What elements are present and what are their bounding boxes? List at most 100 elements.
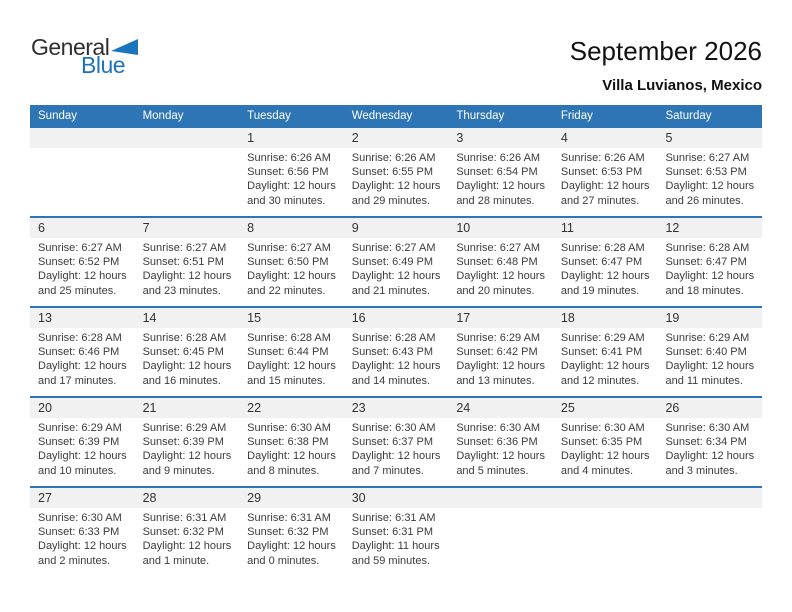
day-info-line: Daylight: 12 hours bbox=[142, 360, 232, 373]
day-number bbox=[657, 488, 763, 508]
location-subtitle: Villa Luvianos, Mexico bbox=[602, 77, 762, 94]
day-number: 6 bbox=[30, 218, 135, 238]
day-info: Sunrise: 6:28 AM Sunset: 6:47 PM Daylight:… bbox=[657, 238, 762, 298]
day-info-line: and 23 minutes. bbox=[142, 284, 221, 297]
day-info-line: Sunrise: 6:29 AM bbox=[142, 422, 227, 434]
day-info-line: Sunrise: 6:28 AM bbox=[560, 242, 645, 254]
day-info-line: and 20 minutes. bbox=[456, 284, 535, 297]
empty-day-cell bbox=[657, 488, 763, 576]
weekday-wednesday: Wednesday bbox=[351, 109, 413, 122]
day-info-line: Daylight: 12 hours bbox=[665, 180, 755, 193]
day-cell: 25 Sunrise: 6:30 AM Sunset: 6:35 PM Dayligh… bbox=[552, 398, 658, 486]
day-number: 7 bbox=[134, 218, 240, 238]
day-number: 30 bbox=[343, 488, 449, 508]
day-number: 10 bbox=[448, 218, 553, 238]
day-info-line: and 25 minutes. bbox=[38, 284, 117, 297]
day-info-line: Daylight: 12 hours bbox=[38, 540, 127, 553]
day-info-line: and 59 minutes. bbox=[351, 554, 431, 567]
day-info-line: Sunset: 6:40 PM bbox=[665, 346, 747, 359]
day-info-line: Sunset: 6:53 PM bbox=[665, 166, 747, 179]
day-info-line: Sunrise: 6:28 AM bbox=[142, 332, 227, 344]
day-number: 12 bbox=[657, 218, 763, 238]
day-cell: 1 Sunrise: 6:26 AM Sunset: 6:56 PM Daylight… bbox=[239, 128, 344, 216]
day-info-line: and 21 minutes. bbox=[351, 284, 431, 297]
day-info: Sunrise: 6:30 AM Sunset: 6:37 PM Daylight:… bbox=[344, 418, 449, 478]
day-info-line: and 22 minutes. bbox=[247, 284, 326, 297]
day-number: 22 bbox=[239, 398, 344, 418]
day-info: Sunrise: 6:30 AM Sunset: 6:33 PM Daylight:… bbox=[30, 508, 135, 568]
day-info-line: Sunrise: 6:27 AM bbox=[142, 242, 227, 254]
day-info-line: Sunrise: 6:30 AM bbox=[247, 422, 331, 434]
day-info-line: Sunrise: 6:27 AM bbox=[38, 242, 122, 254]
day-info: Sunrise: 6:30 AM Sunset: 6:38 PM Daylight:… bbox=[239, 418, 344, 478]
week-row: 1 Sunrise: 6:26 AM Sunset: 6:56 PM Daylight… bbox=[30, 126, 763, 216]
day-number: 21 bbox=[134, 398, 240, 418]
day-info-line: Sunset: 6:54 PM bbox=[456, 166, 538, 179]
day-info-line: Sunrise: 6:26 AM bbox=[351, 152, 436, 164]
day-cell: 23 Sunrise: 6:30 AM Sunset: 6:37 PM Dayligh… bbox=[343, 398, 449, 486]
day-info-line: Daylight: 12 hours bbox=[351, 270, 441, 283]
day-info-line: Sunset: 6:50 PM bbox=[247, 256, 329, 269]
day-info-line: and 3 minutes. bbox=[665, 464, 738, 477]
day-info-line: Daylight: 12 hours bbox=[142, 450, 232, 463]
day-info-line: Sunrise: 6:26 AM bbox=[247, 152, 331, 164]
calendar-table: Sunday Monday Tuesday Wednesday Thursday… bbox=[30, 105, 763, 576]
day-info-line: Sunrise: 6:28 AM bbox=[351, 332, 436, 344]
day-info: Sunrise: 6:27 AM Sunset: 6:51 PM Daylight:… bbox=[135, 238, 240, 298]
day-number: 2 bbox=[343, 128, 449, 148]
day-cell: 26 Sunrise: 6:30 AM Sunset: 6:34 PM Dayligh… bbox=[657, 398, 763, 486]
day-number: 4 bbox=[552, 128, 658, 148]
day-info-line: and 16 minutes. bbox=[142, 374, 221, 387]
day-number: 9 bbox=[343, 218, 449, 238]
day-number: 29 bbox=[239, 488, 344, 508]
day-info-line: Sunrise: 6:28 AM bbox=[665, 242, 750, 254]
day-info-line: Daylight: 12 hours bbox=[456, 360, 545, 373]
day-info-line: and 15 minutes. bbox=[247, 374, 326, 387]
day-cell: 24 Sunrise: 6:30 AM Sunset: 6:36 PM Dayligh… bbox=[448, 398, 553, 486]
day-info-line: Sunset: 6:49 PM bbox=[351, 256, 434, 269]
day-info-line: Daylight: 12 hours bbox=[351, 180, 441, 193]
day-info-line: Sunset: 6:39 PM bbox=[38, 436, 120, 449]
weekday-sunday: Sunday bbox=[38, 109, 78, 122]
day-info-line: Sunrise: 6:31 AM bbox=[142, 512, 227, 524]
day-info-line: Sunrise: 6:29 AM bbox=[560, 332, 645, 344]
day-cell: 28 Sunrise: 6:31 AM Sunset: 6:32 PM Dayligh… bbox=[134, 488, 240, 576]
day-info-line: Daylight: 12 hours bbox=[142, 270, 232, 283]
day-info-line: and 17 minutes. bbox=[38, 374, 117, 387]
day-info-line: and 1 minute. bbox=[142, 554, 210, 567]
day-cell: 11 Sunrise: 6:28 AM Sunset: 6:47 PM Dayligh… bbox=[552, 218, 658, 306]
day-info-line: Sunset: 6:32 PM bbox=[247, 526, 329, 539]
day-info-line: and 8 minutes. bbox=[247, 464, 320, 477]
day-info: Sunrise: 6:30 AM Sunset: 6:36 PM Daylight:… bbox=[448, 418, 553, 478]
day-cell: 16 Sunrise: 6:28 AM Sunset: 6:43 PM Dayligh… bbox=[343, 308, 449, 396]
day-info: Sunrise: 6:27 AM Sunset: 6:49 PM Daylight:… bbox=[344, 238, 449, 298]
day-info-line: Sunrise: 6:31 AM bbox=[351, 512, 436, 524]
day-info-line: and 2 minutes. bbox=[38, 554, 111, 567]
day-cell: 9 Sunrise: 6:27 AM Sunset: 6:49 PM Daylight… bbox=[343, 218, 449, 306]
day-cell: 4 Sunrise: 6:26 AM Sunset: 6:53 PM Daylight… bbox=[552, 128, 658, 216]
day-info: Sunrise: 6:31 AM Sunset: 6:32 PM Daylight:… bbox=[135, 508, 240, 568]
day-info: Sunrise: 6:26 AM Sunset: 6:56 PM Daylight:… bbox=[239, 148, 344, 208]
day-number bbox=[552, 488, 658, 508]
day-info-line: Daylight: 12 hours bbox=[351, 360, 441, 373]
day-info-line: Sunrise: 6:29 AM bbox=[38, 422, 122, 434]
day-info-line: Sunrise: 6:29 AM bbox=[456, 332, 541, 344]
day-info-line: Sunset: 6:37 PM bbox=[351, 436, 434, 449]
general-blue-logo: General Blue bbox=[31, 36, 139, 77]
day-info-line: Sunset: 6:44 PM bbox=[247, 346, 329, 359]
day-cell: 17 Sunrise: 6:29 AM Sunset: 6:42 PM Dayligh… bbox=[448, 308, 553, 396]
day-cell: 15 Sunrise: 6:28 AM Sunset: 6:44 PM Dayligh… bbox=[239, 308, 344, 396]
day-info-line: and 0 minutes. bbox=[247, 554, 320, 567]
day-info-line: Sunrise: 6:26 AM bbox=[456, 152, 541, 164]
day-info: Sunrise: 6:27 AM Sunset: 6:48 PM Daylight:… bbox=[448, 238, 553, 298]
day-info-line: Sunset: 6:42 PM bbox=[456, 346, 538, 359]
day-info-line: Sunrise: 6:30 AM bbox=[665, 422, 750, 434]
day-info-line: and 13 minutes. bbox=[456, 374, 535, 387]
day-info-line: Sunset: 6:56 PM bbox=[247, 166, 329, 179]
day-info-line: Daylight: 11 hours bbox=[351, 540, 440, 553]
day-info-line: Daylight: 12 hours bbox=[665, 450, 755, 463]
day-info: Sunrise: 6:30 AM Sunset: 6:34 PM Daylight:… bbox=[657, 418, 762, 478]
day-cell: 7 Sunrise: 6:27 AM Sunset: 6:51 PM Daylight… bbox=[134, 218, 240, 306]
day-info-line: and 9 minutes. bbox=[142, 464, 215, 477]
day-cell: 14 Sunrise: 6:28 AM Sunset: 6:45 PM Dayligh… bbox=[134, 308, 240, 396]
